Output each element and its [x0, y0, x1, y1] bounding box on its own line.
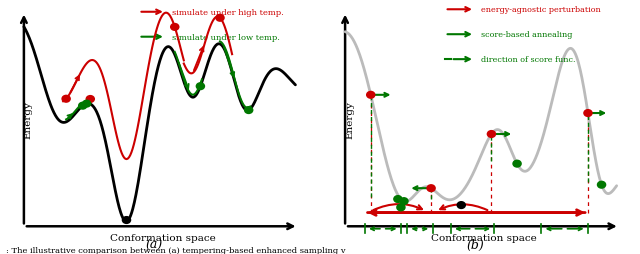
- Circle shape: [394, 196, 402, 202]
- Circle shape: [513, 161, 521, 167]
- Circle shape: [400, 198, 408, 204]
- Text: Conformation space: Conformation space: [431, 234, 537, 243]
- Text: (a): (a): [145, 238, 163, 251]
- Text: score-based annealing: score-based annealing: [481, 31, 572, 39]
- Circle shape: [427, 185, 435, 192]
- Circle shape: [171, 25, 179, 31]
- Text: : The illustrative comparison between (a) tempering-based enhanced sampling v: : The illustrative comparison between (a…: [6, 246, 346, 254]
- Text: Conformation space: Conformation space: [110, 234, 216, 243]
- Circle shape: [367, 92, 374, 99]
- Text: Energy: Energy: [345, 101, 354, 138]
- Circle shape: [196, 84, 204, 90]
- Text: simulate under high temp.: simulate under high temp.: [172, 9, 284, 17]
- Text: simulate under low temp.: simulate under low temp.: [172, 34, 280, 42]
- Circle shape: [397, 204, 405, 211]
- Circle shape: [488, 131, 495, 138]
- Circle shape: [122, 217, 131, 223]
- Text: energy-agnostic perturbation: energy-agnostic perturbation: [481, 6, 600, 14]
- Circle shape: [244, 107, 253, 114]
- Text: (b): (b): [466, 238, 484, 251]
- Circle shape: [79, 103, 86, 109]
- Circle shape: [458, 202, 465, 209]
- Circle shape: [584, 110, 592, 117]
- Circle shape: [216, 15, 224, 22]
- Circle shape: [86, 96, 94, 103]
- Circle shape: [598, 182, 605, 188]
- Text: Energy: Energy: [24, 101, 33, 138]
- Circle shape: [83, 101, 91, 107]
- Circle shape: [62, 96, 70, 103]
- Text: direction of score func.: direction of score func.: [481, 56, 575, 64]
